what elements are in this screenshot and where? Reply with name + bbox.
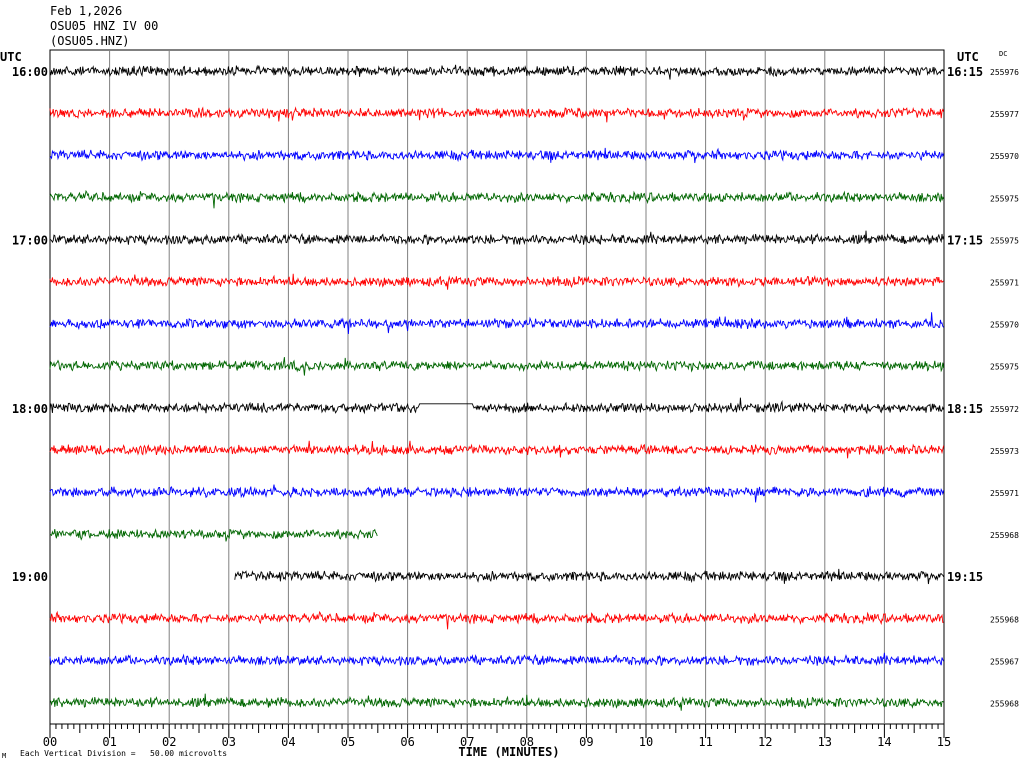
trace-dc-value: 255973 [990, 447, 1019, 456]
trace-dc-value: 255968 [990, 531, 1019, 540]
trace-dc-value: 255975 [990, 194, 1019, 203]
utc-right-label: UTC [957, 50, 979, 64]
trace-line [49, 147, 945, 164]
x-tick-label: 05 [341, 735, 355, 749]
dc-header-label: DC [999, 50, 1008, 58]
trace-line [49, 397, 945, 415]
vertical-division-note: Each Vertical Division = 50.00 microvolt… [20, 749, 228, 758]
plot-frame [49, 49, 945, 725]
trace-end-time: 18:15 [947, 402, 983, 416]
x-axis-label: TIME (MINUTES) [458, 745, 559, 759]
trace-line [49, 64, 945, 80]
trace-start-time: 17:00 [12, 233, 48, 247]
trace-dc-value: 255976 [990, 68, 1019, 77]
trace-line [49, 273, 944, 290]
station-label: OSU05 HNZ IV 00 [50, 19, 159, 33]
trace-dc-value: 255971 [990, 489, 1019, 498]
x-tick-label: 06 [400, 735, 414, 749]
trace-line [234, 568, 945, 585]
trace-start-time: 16:00 [12, 65, 48, 79]
trace-dc-value: 255977 [990, 110, 1019, 119]
trace-line [49, 528, 378, 542]
x-tick-label: 03 [222, 735, 236, 749]
trace-dc-value: 255971 [990, 279, 1019, 288]
x-tick-label: 00 [43, 735, 57, 749]
x-tick-label: 04 [281, 735, 295, 749]
channel-label: (OSU05.HNZ) [50, 34, 130, 48]
trace-start-time: 18:00 [12, 402, 48, 416]
x-tick-label: 08 [520, 735, 534, 749]
trace-line [49, 693, 944, 711]
x-tick-label: 02 [162, 735, 176, 749]
trace-line [49, 652, 944, 667]
x-tick-label: 12 [758, 735, 772, 749]
x-tick-label: 11 [698, 735, 712, 749]
trace-dc-value: 255972 [990, 405, 1019, 414]
x-tick-label: 01 [102, 735, 116, 749]
trace-line [49, 312, 944, 335]
x-tick-label: 15 [937, 735, 951, 749]
corner-mark: M [2, 752, 7, 760]
x-tick-label: 10 [639, 735, 653, 749]
x-tick-label: 14 [877, 735, 891, 749]
trace-dc-value: 255970 [990, 321, 1019, 330]
trace-dc-value: 255975 [990, 363, 1019, 372]
trace-line [49, 230, 945, 246]
trace-dc-value: 255968 [990, 615, 1019, 624]
trace-dc-value: 255967 [990, 657, 1019, 666]
trace-end-time: 19:15 [947, 570, 983, 584]
trace-line [49, 484, 945, 503]
trace-dc-value: 255970 [990, 152, 1019, 161]
trace-end-time: 17:15 [947, 233, 983, 247]
x-tick-label: 09 [579, 735, 593, 749]
trace-dc-value: 255968 [990, 700, 1019, 709]
trace-line [49, 610, 944, 630]
trace-line [49, 440, 945, 459]
trace-line [49, 106, 945, 123]
trace-end-time: 16:15 [947, 65, 983, 79]
trace-line [49, 357, 945, 376]
trace-line [49, 189, 945, 209]
trace-start-time: 19:00 [12, 570, 48, 584]
x-tick-label: 07 [460, 735, 474, 749]
trace-dc-value: 255975 [990, 236, 1019, 245]
utc-left-label: UTC [0, 50, 22, 64]
x-tick-label: 13 [818, 735, 832, 749]
plot-date: Feb 1,2026 [50, 4, 123, 18]
